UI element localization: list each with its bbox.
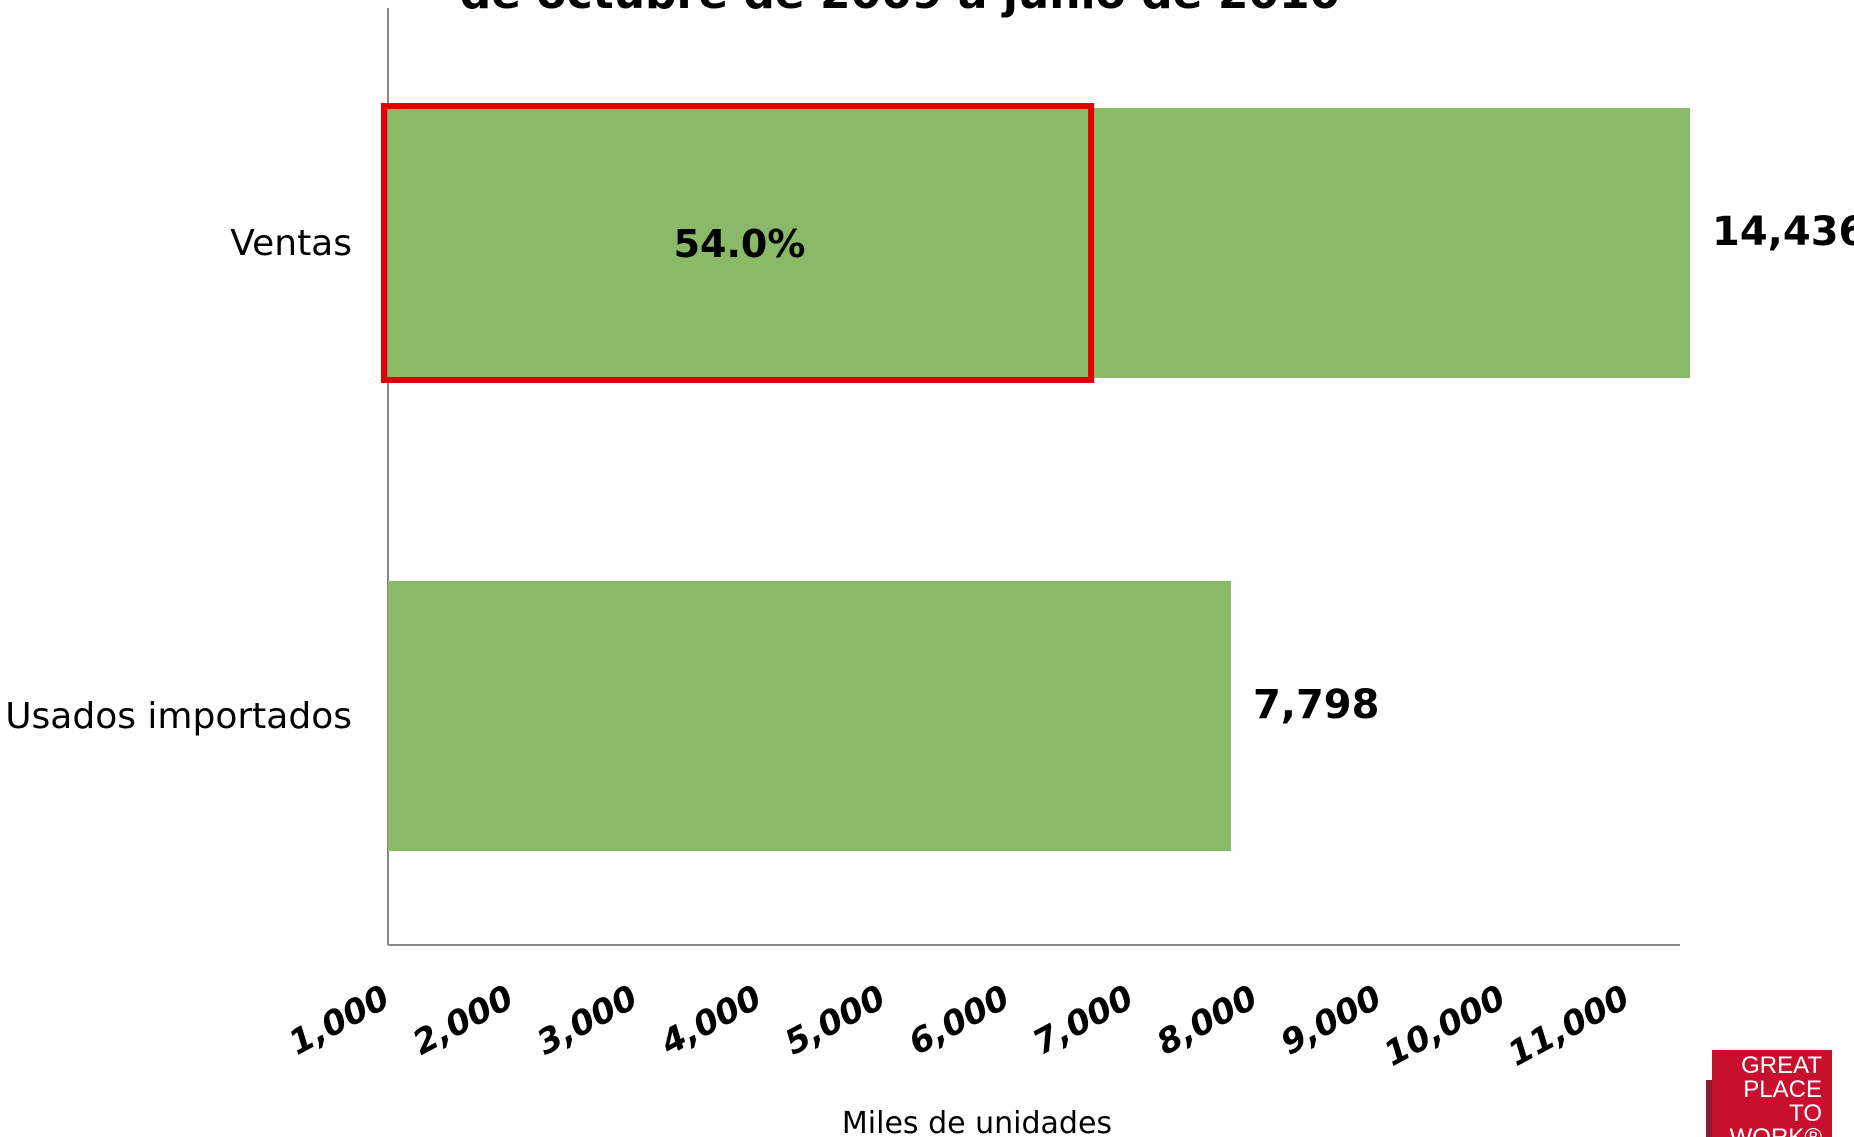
x-tick-label-1: 2,000 xyxy=(406,978,520,1064)
x-tick-labels: 1,000 2,000 3,000 4,000 5,000 6,000 7,000 8,000… xyxy=(282,978,1636,1075)
bar-1 xyxy=(388,581,1231,851)
x-tick-label-4: 5,000 xyxy=(778,978,892,1064)
value-label-0: 14,436 xyxy=(1712,209,1854,255)
logo-line-2: PLACE xyxy=(1743,1076,1822,1103)
x-tick-label-8: 9,000 xyxy=(1274,978,1388,1064)
logo-edge xyxy=(1706,1080,1712,1137)
category-label-0: Ventas xyxy=(230,223,352,264)
category-label-1: Usados importados xyxy=(5,696,352,737)
x-tick-label-6: 7,000 xyxy=(1026,978,1140,1064)
logo-line-4: WORK® xyxy=(1712,1126,1822,1137)
highlight-percent-label: 54.0% xyxy=(674,222,806,266)
highlight-box xyxy=(381,103,1095,383)
x-tick-label-10: 11,000 xyxy=(1502,978,1637,1075)
x-tick-label-7: 8,000 xyxy=(1150,978,1264,1064)
great-place-to-work-logo: GREAT PLACE TO WORK® xyxy=(1712,1050,1832,1137)
x-tick-label-3: 4,000 xyxy=(654,978,769,1064)
x-tick-label-2: 3,000 xyxy=(530,978,644,1064)
value-label-1: 7,798 xyxy=(1253,682,1380,728)
x-axis-title: Miles de unidades xyxy=(842,1106,1112,1137)
x-tick-label-5: 6,000 xyxy=(902,978,1016,1064)
x-tick-label-0: 1,000 xyxy=(282,978,396,1064)
logo-line-1: GREAT xyxy=(1741,1052,1822,1079)
chart-title: de octubre de 2009 a junio de 2010 xyxy=(460,0,1341,19)
logo-line-3: TO xyxy=(1789,1100,1822,1127)
labels-layer: Ventas 14,436 54.0% Usados importados 7,798 xyxy=(5,209,1854,737)
x-tick-label-9: 10,000 xyxy=(1378,978,1513,1075)
bars-layer xyxy=(381,103,1690,851)
bar-0 xyxy=(388,108,1690,378)
